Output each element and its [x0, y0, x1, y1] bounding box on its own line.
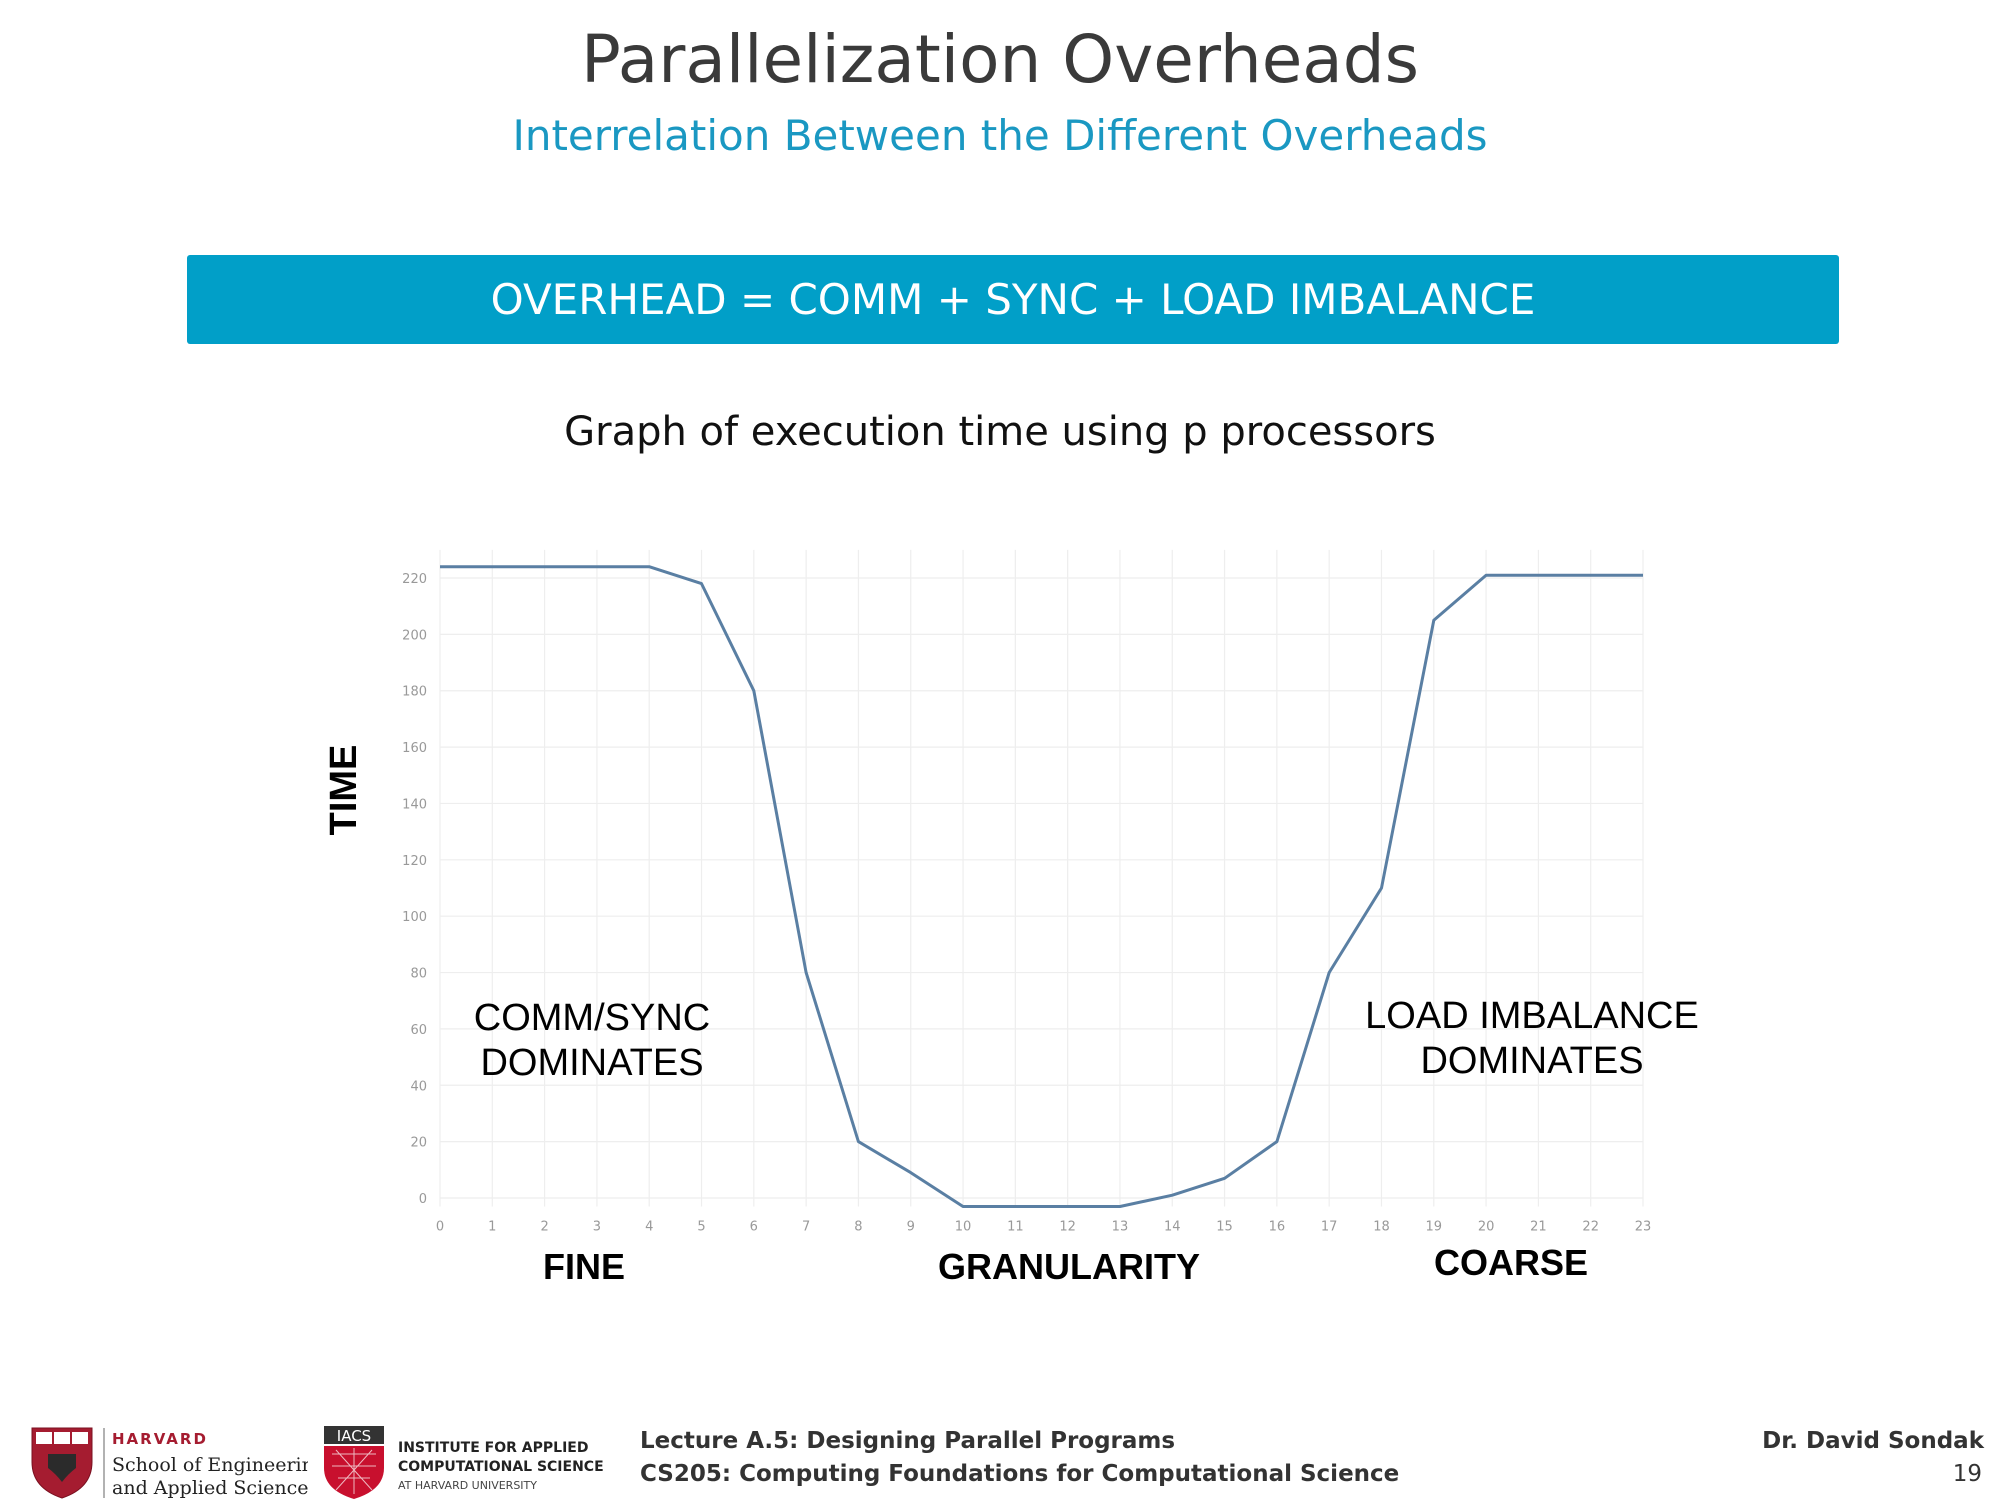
x-tick-label: 2 — [540, 1219, 548, 1234]
x-tick-label: 11 — [1007, 1219, 1024, 1234]
iacs-logo: IACS INSTITUTE FOR APPLIED COMPUTATIONAL… — [324, 1426, 604, 1499]
annotation-load-imbalance-line2: DOMINATES — [1420, 1040, 1643, 1082]
iacs-badge-text: IACS — [337, 1427, 371, 1445]
y-tick-label: 60 — [410, 1023, 427, 1038]
y-tick-label: 220 — [402, 572, 427, 587]
slide-subtitle: Interrelation Between the Different Over… — [512, 111, 1488, 160]
overhead-formula-text: OVERHEAD = COMM + SYNC + LOAD IMBALANCE — [490, 275, 1536, 324]
x-tick-label: 10 — [955, 1219, 972, 1234]
y-tick-label: 80 — [410, 967, 427, 982]
author-name: Dr. David Sondak — [1762, 1428, 1984, 1454]
x-tick-label: 1 — [488, 1219, 496, 1234]
harvard-wordmark: HARVARD — [112, 1430, 208, 1448]
y-tick-label: 0 — [419, 1192, 427, 1207]
x-label-coarse: COARSE — [1434, 1242, 1588, 1283]
y-tick-label: 160 — [402, 741, 427, 756]
y-tick-label: 180 — [402, 685, 427, 700]
page-number: 19 — [1952, 1461, 1982, 1487]
x-tick-label: 14 — [1164, 1219, 1181, 1234]
annotation-comm-sync-line1: COMM/SYNC — [474, 997, 710, 1039]
y-tick-label: 200 — [402, 628, 427, 643]
seas-line2: and Applied Sciences — [112, 1477, 308, 1499]
x-tick-label: 13 — [1112, 1219, 1129, 1234]
x-tick-label: 3 — [593, 1219, 601, 1234]
x-tick-label: 15 — [1216, 1219, 1233, 1234]
x-label-granularity: GRANULARITY — [938, 1246, 1200, 1287]
y-tick-labels: 0 20 40 60 80 100 120 140 160 180 200 220 — [402, 572, 427, 1207]
x-tick-label: 12 — [1059, 1219, 1076, 1234]
iacs-line3: AT HARVARD UNIVERSITY — [398, 1479, 537, 1492]
execution-time-line — [440, 565, 1643, 1208]
graph-caption: Graph of execution time using p processo… — [564, 409, 1436, 455]
slide-title: Parallelization Overheads — [580, 21, 1420, 98]
x-tick-label: 4 — [645, 1219, 653, 1234]
x-tick-label: 0 — [436, 1219, 444, 1234]
y-tick-label: 100 — [402, 910, 427, 925]
annotation-load-imbalance-line1: LOAD IMBALANCE — [1365, 995, 1699, 1037]
x-tick-label: 6 — [750, 1219, 758, 1234]
x-tick-labels: 0 1 2 3 4 5 6 7 8 9 10 11 12 13 14 15 16 17 18 19 20 21 22 23 — [436, 1219, 1651, 1234]
y-tick-label: 20 — [410, 1136, 427, 1151]
annotation-comm-sync-line2: DOMINATES — [480, 1042, 703, 1084]
harvard-seas-logo: HARVARD School of Engineering and Applie… — [31, 1427, 308, 1499]
x-tick-label: 19 — [1426, 1219, 1443, 1234]
iacs-line2: COMPUTATIONAL SCIENCE — [398, 1459, 604, 1475]
lecture-title: Lecture A.5: Designing Parallel Programs — [640, 1428, 1176, 1454]
y-tick-label: 120 — [402, 854, 427, 869]
x-tick-label: 18 — [1373, 1219, 1390, 1234]
x-tick-label: 9 — [907, 1219, 915, 1234]
x-label-fine: FINE — [543, 1246, 625, 1287]
x-tick-label: 7 — [802, 1219, 810, 1234]
x-tick-label: 17 — [1321, 1219, 1338, 1234]
y-axis-label: TIME — [323, 745, 365, 836]
iacs-line1: INSTITUTE FOR APPLIED — [398, 1440, 588, 1456]
seas-line1: School of Engineering — [112, 1454, 308, 1476]
y-tick-label: 40 — [410, 1079, 427, 1094]
y-tick-label: 140 — [402, 797, 427, 812]
course-title: CS205: Computing Foundations for Computa… — [640, 1461, 1400, 1487]
overhead-formula-banner: OVERHEAD = COMM + SYNC + LOAD IMBALANCE — [187, 255, 1839, 344]
x-tick-label: 22 — [1582, 1219, 1599, 1234]
x-tick-label: 21 — [1530, 1219, 1547, 1234]
x-tick-label: 8 — [854, 1219, 862, 1234]
x-tick-label: 5 — [697, 1219, 705, 1234]
x-tick-label: 20 — [1478, 1219, 1495, 1234]
x-tick-label: 23 — [1635, 1219, 1652, 1234]
x-tick-label: 16 — [1269, 1219, 1286, 1234]
chart-grid — [439, 549, 1644, 1207]
